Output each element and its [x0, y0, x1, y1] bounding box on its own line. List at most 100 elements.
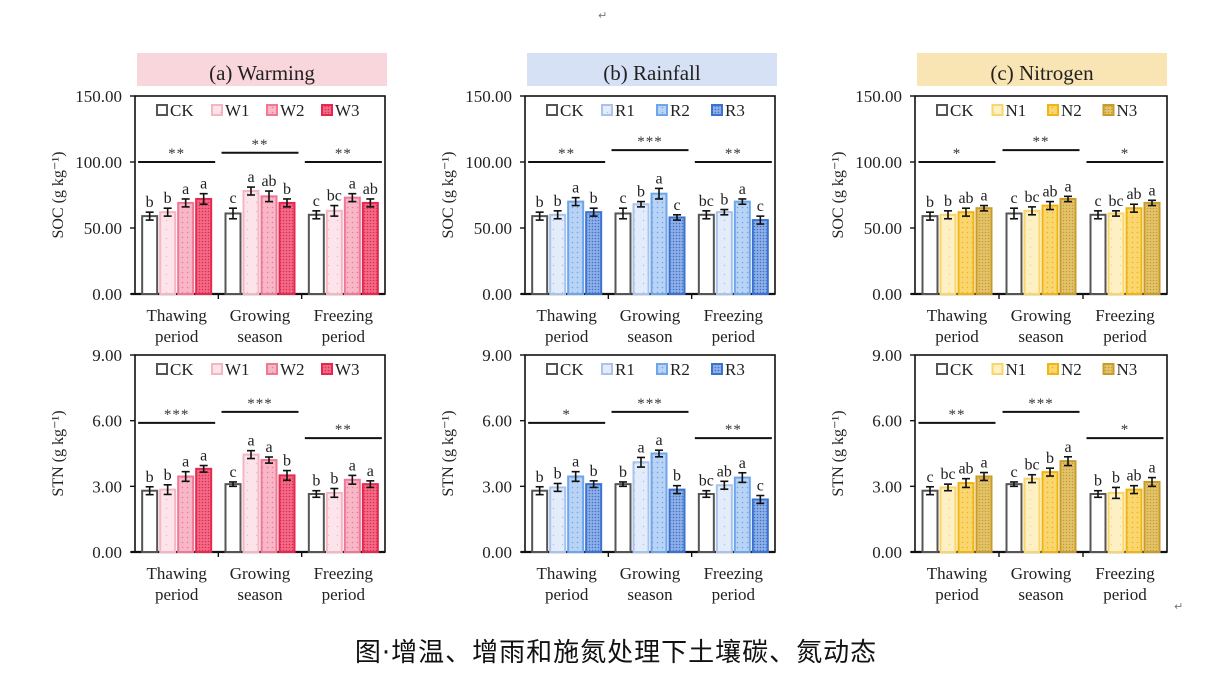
y-axis-label: SOC (g kg⁻¹) [50, 151, 67, 238]
x-tick-label: Growing [620, 306, 681, 325]
x-tick-label: Growing [1011, 306, 1072, 325]
x-tick-label: period [155, 585, 199, 604]
bar-w2 [260, 459, 278, 554]
bar-r3 [585, 211, 603, 295]
bar-n2 [957, 482, 975, 553]
significance-letter: a [182, 454, 189, 471]
significance-stars: ** [1033, 134, 1050, 150]
bar-r1 [632, 461, 650, 553]
x-tick-label: season [1018, 327, 1064, 346]
significance-letter: b [590, 190, 598, 207]
legend-label: R1 [615, 101, 635, 120]
legend-swatch-w3 [321, 363, 333, 375]
bar-r3 [668, 488, 686, 554]
significance-letter: b [926, 194, 934, 211]
panel-title: (a) Warming [209, 61, 315, 85]
legend-swatch-n1 [991, 104, 1004, 116]
bar-r2 [567, 475, 585, 554]
significance-letter: b [590, 463, 598, 480]
legend-swatch-ck [936, 104, 948, 116]
significance-letter: b [164, 190, 172, 207]
significance-letter: c [757, 198, 764, 215]
significance-letter: a [200, 176, 207, 193]
significance-letter: a [980, 455, 987, 472]
significance-letter: a [265, 439, 272, 456]
y-tick-label: 6.00 [92, 412, 122, 431]
legend-swatch-r2 [656, 363, 668, 375]
legend-label: N2 [1061, 101, 1082, 120]
x-tick-label: season [237, 327, 283, 346]
legend-swatch-w3 [321, 104, 333, 116]
significance-letter: ab [958, 461, 973, 478]
y-tick-label: 9.00 [482, 346, 512, 365]
panel-title-band [137, 53, 387, 86]
bar-n1 [1107, 212, 1125, 295]
bar-w1 [159, 211, 177, 295]
legend-label: W3 [335, 101, 360, 120]
significance-letter: c [1010, 190, 1017, 207]
x-tick-label: season [627, 585, 673, 604]
bar-ck [921, 215, 939, 295]
x-tick-label: period [155, 327, 199, 346]
significance-letter: b [146, 194, 154, 211]
x-tick-label: Freezing [704, 564, 764, 583]
significance-letter: a [200, 448, 207, 465]
x-tick-label: Freezing [314, 564, 374, 583]
significance-stars: *** [637, 396, 663, 412]
significance-letter: bc [1108, 193, 1123, 210]
legend-swatch-r1 [601, 104, 613, 116]
x-tick-label: season [237, 585, 283, 604]
significance-letter: a [349, 176, 356, 193]
bar-n2 [1125, 207, 1143, 295]
legend-label: N2 [1061, 360, 1082, 379]
bar-r1 [715, 211, 733, 295]
paragraph-mark-top: ↵ [598, 9, 608, 22]
legend-swatch-r1 [601, 363, 613, 375]
bar-ck [531, 489, 549, 554]
x-tick-label: period [712, 585, 756, 604]
significance-letter: b [619, 464, 627, 481]
y-axis-label: SOC (g kg⁻¹) [830, 151, 847, 238]
significance-letter: b [554, 193, 562, 210]
legend-label: W2 [280, 360, 305, 379]
significance-letter: b [536, 469, 544, 486]
bar-w3 [195, 197, 213, 296]
x-tick-label: Thawing [927, 306, 988, 325]
legend-label: R1 [615, 360, 635, 379]
paragraph-mark-right: ↵ [1174, 600, 1184, 613]
significance-letter: b [554, 465, 562, 482]
y-tick-label: 50.00 [84, 219, 122, 238]
figure-caption: 图·增温、增雨和施氮处理下土壤碳、氮动态 [354, 638, 878, 668]
significance-letter: c [229, 190, 236, 207]
significance-letter: b [673, 468, 681, 485]
significance-letter: ab [958, 190, 973, 207]
bar-r3 [585, 483, 603, 553]
chart-panel-5: (c) Nitrogen 0.00 50.00 100.00 150.00 SOC (g … [830, 53, 1168, 346]
significance-letter: bc [699, 473, 714, 490]
legend-swatch-n2 [1047, 363, 1059, 375]
significance-letter: a [182, 181, 189, 198]
legend-swatch-ck [936, 363, 948, 375]
legend-label: W2 [280, 101, 305, 120]
y-tick-label: 100.00 [465, 153, 512, 172]
y-tick-label: 150.00 [465, 87, 512, 106]
x-tick-label: Thawing [536, 306, 597, 325]
significance-letter: c [1094, 193, 1101, 210]
x-tick-label: Growing [1011, 564, 1072, 583]
legend-label: CK [950, 360, 974, 379]
legend-swatch-ck [546, 363, 558, 375]
bar-n3 [1143, 480, 1161, 554]
bar-n3 [1143, 201, 1161, 295]
significance-letter: bc [1024, 457, 1039, 474]
legend-label: N3 [1117, 360, 1138, 379]
x-tick-label: period [935, 585, 979, 604]
significance-stars: ** [335, 422, 352, 438]
bar-ck [614, 212, 632, 295]
bar-w2 [260, 195, 278, 296]
x-tick-label: Thawing [146, 564, 207, 583]
legend-label: CK [170, 360, 194, 379]
